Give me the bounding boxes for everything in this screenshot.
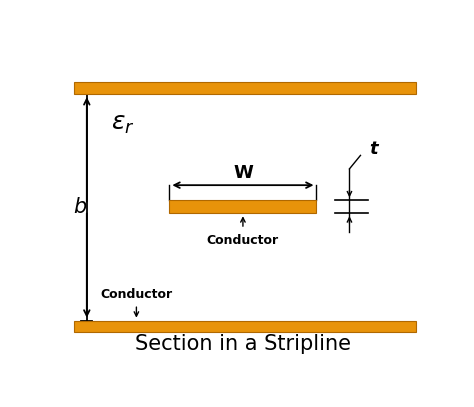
Text: Conductor: Conductor [100,288,173,301]
Text: Section in a Stripline: Section in a Stripline [135,335,351,354]
Bar [74,321,416,333]
Bar [169,200,316,213]
Text: $\varepsilon_r$: $\varepsilon_r$ [110,112,134,136]
Text: b: b [73,197,86,217]
Text: Conductor: Conductor [207,234,279,247]
Bar [74,82,416,94]
Text: W: W [233,164,253,182]
Text: t: t [370,140,378,158]
